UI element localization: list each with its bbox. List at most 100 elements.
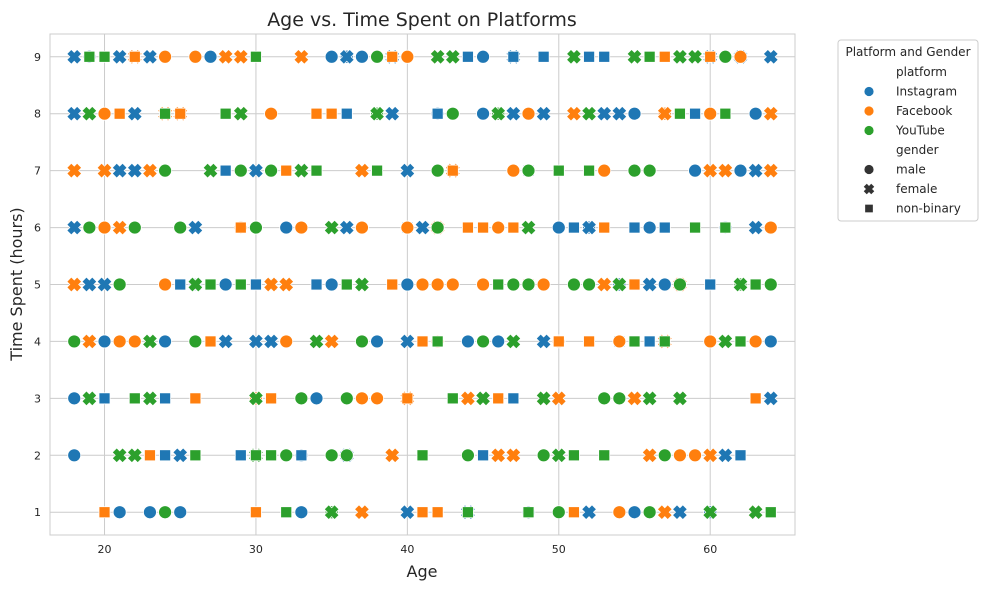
point-facebook-male (355, 391, 369, 406)
point-facebook-female (490, 447, 506, 463)
point-instagram-male (218, 277, 233, 292)
point-facebook-non-binary (386, 278, 399, 291)
point-youtube-female (430, 49, 445, 65)
point-youtube-male (521, 277, 536, 292)
point-instagram-male (476, 106, 490, 121)
point-instagram-female (581, 504, 597, 520)
point-youtube-female (627, 49, 642, 65)
point-youtube-non-binary (189, 449, 202, 462)
point-youtube-male (127, 220, 142, 235)
point-youtube-non-binary (310, 164, 323, 177)
point-instagram-male (324, 49, 339, 64)
point-instagram-female (642, 277, 657, 292)
point-facebook-female (218, 49, 233, 65)
point-facebook-female (294, 49, 309, 65)
point-youtube-male (763, 277, 778, 292)
point-youtube-female (672, 391, 688, 406)
point-instagram-non-binary (643, 335, 656, 348)
point-youtube-male (112, 277, 127, 292)
point-youtube-female (718, 334, 733, 349)
point-facebook-non-binary (204, 335, 217, 348)
point-youtube-non-binary (128, 392, 141, 405)
legend-youtube-marker (863, 125, 875, 136)
point-instagram-female (188, 220, 203, 235)
point-youtube-male (657, 448, 672, 463)
point-facebook-female (657, 504, 673, 520)
point-instagram-male (203, 49, 218, 64)
point-youtube-non-binary (83, 50, 96, 63)
point-facebook-female (718, 163, 733, 178)
point-facebook-non-binary (749, 392, 762, 405)
point-instagram-female (218, 334, 233, 349)
point-youtube-female (354, 277, 370, 292)
point-youtube-female (309, 334, 324, 349)
point-facebook-non-binary (144, 449, 156, 462)
tick-labels: 20 30 40 50 60 1 2 3 4 5 6 7 8 9 (34, 51, 717, 556)
y-axis-title: Time Spent (hours) (7, 207, 26, 361)
point-youtube-non-binary (492, 278, 505, 291)
legend-items: platform Instagram Facebook YouTube gender ma… (863, 65, 961, 216)
point-youtube-non-binary (340, 278, 353, 291)
legend-female-marker (863, 183, 875, 195)
point-facebook-non-binary (113, 107, 126, 120)
point-youtube-male (67, 334, 82, 349)
point-facebook-non-binary (598, 221, 611, 234)
y-tick-label: 7 (34, 165, 41, 178)
point-youtube-non-binary (658, 335, 671, 348)
point-instagram-female (384, 106, 400, 122)
point-instagram-non-binary (734, 449, 747, 462)
point-instagram-non-binary (174, 278, 187, 291)
point-instagram-female (612, 106, 627, 122)
point-instagram-female (82, 277, 97, 292)
point-facebook-male (688, 448, 702, 463)
point-instagram-non-binary (159, 392, 172, 405)
point-facebook-male (355, 220, 369, 235)
point-facebook-male (491, 220, 506, 235)
point-youtube-male (642, 163, 657, 178)
point-facebook-female (112, 220, 127, 235)
point-instagram-non-binary (250, 278, 262, 291)
point-youtube-male (233, 163, 248, 178)
point-youtube-non-binary (371, 164, 383, 177)
point-facebook-non-binary (628, 278, 641, 291)
point-facebook-female (384, 447, 400, 463)
point-facebook-female (627, 391, 642, 406)
point-facebook-male (703, 106, 718, 121)
point-instagram-non-binary (704, 278, 717, 291)
point-facebook-non-binary (416, 335, 429, 348)
point-instagram-female (248, 334, 264, 349)
point-instagram-female (415, 220, 430, 235)
point-facebook-male (597, 163, 612, 178)
point-instagram-female (506, 106, 521, 122)
point-facebook-female (763, 106, 779, 122)
point-facebook-male (612, 505, 627, 520)
point-youtube-female (581, 106, 597, 122)
point-youtube-non-binary (265, 449, 278, 462)
point-instagram-non-binary (583, 50, 595, 63)
point-youtube-non-binary (643, 50, 656, 63)
point-facebook-female (657, 106, 673, 122)
legend-male-label: male (896, 163, 926, 177)
point-facebook-female (66, 277, 82, 292)
legend-youtube-label: YouTube (895, 124, 945, 138)
point-facebook-male (476, 277, 490, 292)
point-instagram-non-binary (98, 392, 111, 405)
point-youtube-male (476, 334, 490, 349)
y-tick-label: 6 (34, 222, 41, 235)
point-instagram-male (461, 334, 475, 349)
point-youtube-male (82, 220, 97, 235)
point-youtube-female (369, 106, 385, 122)
point-instagram-female (248, 163, 264, 178)
x-tick-label: 20 (98, 543, 112, 556)
point-instagram-female (127, 106, 143, 122)
point-facebook-female (702, 163, 718, 178)
point-facebook-non-binary (401, 392, 414, 405)
point-facebook-non-binary (567, 506, 580, 519)
y-tick-label: 8 (34, 108, 41, 121)
point-facebook-female (354, 504, 370, 520)
point-instagram-non-binary (234, 449, 247, 462)
point-instagram-non-binary (507, 392, 520, 405)
point-facebook-non-binary (552, 335, 565, 348)
point-instagram-female (339, 220, 355, 235)
point-facebook-male (294, 220, 309, 235)
